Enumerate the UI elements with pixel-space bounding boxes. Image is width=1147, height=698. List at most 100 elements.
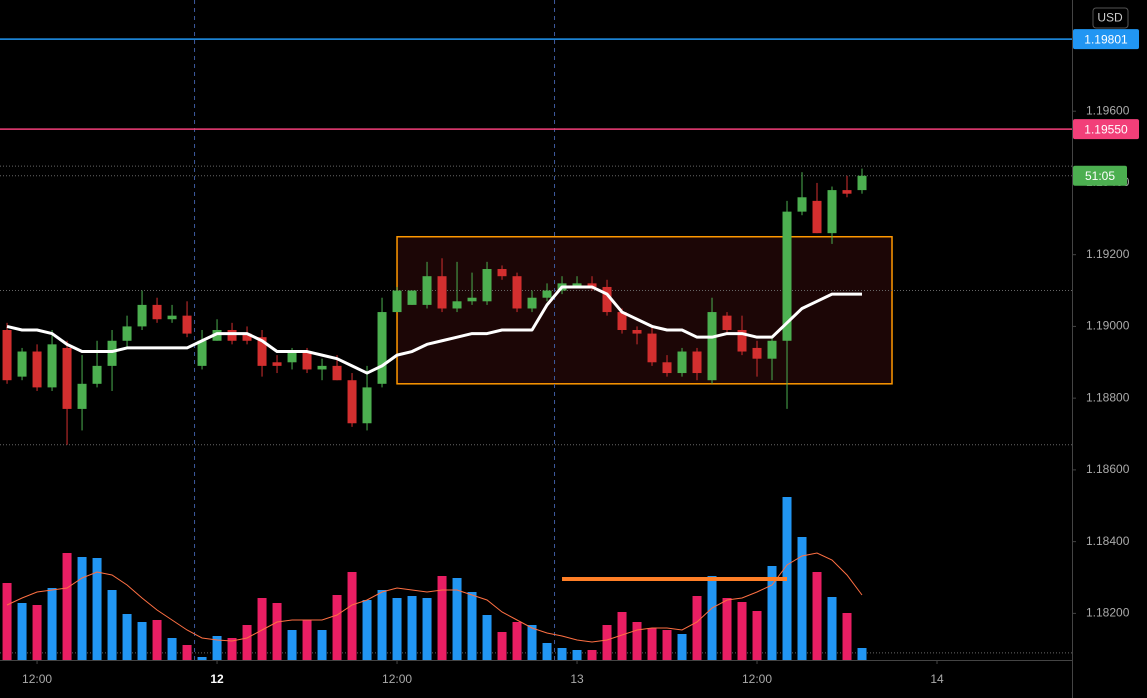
volume-bar <box>17 603 27 660</box>
volume-bar <box>737 602 747 660</box>
candle-body <box>302 351 312 370</box>
candle-body <box>47 344 57 388</box>
candle-body <box>587 283 597 287</box>
volume-bar <box>422 598 432 660</box>
candle-body <box>767 340 777 359</box>
volume-bar <box>167 638 177 660</box>
candle-body <box>392 290 402 313</box>
candle-body <box>32 351 42 388</box>
candle-body <box>137 304 147 327</box>
candle-body <box>617 312 627 330</box>
candle-body <box>722 315 732 330</box>
volume-bar <box>752 611 762 660</box>
y-tick-label: 1.19600 <box>1086 103 1130 117</box>
volume-bar <box>197 657 207 660</box>
volume-bar <box>542 643 552 660</box>
candle-body <box>647 333 657 363</box>
candle-body <box>62 347 72 409</box>
volume-bar <box>617 612 627 660</box>
candle-body <box>152 304 162 320</box>
volume-bar <box>227 638 237 660</box>
y-tick-label: 1.18400 <box>1086 534 1130 548</box>
currency-box[interactable] <box>1092 7 1129 29</box>
candle-body <box>737 330 747 352</box>
volume-bar <box>62 553 72 660</box>
price-line-label: 1.19801 <box>1084 32 1128 46</box>
candle-body <box>662 362 672 374</box>
candle-body <box>362 387 372 424</box>
y-tick-label: 1.19000 <box>1086 319 1130 333</box>
candle-body <box>212 330 222 341</box>
volume-bar <box>677 634 687 660</box>
volume-bar <box>362 600 372 660</box>
candle-body <box>287 351 297 363</box>
candle-body <box>257 337 267 366</box>
volume-bar <box>797 537 807 660</box>
volume-bar <box>77 557 87 660</box>
x-tick-label: 13 <box>570 672 584 686</box>
y-tick-label: 1.18800 <box>1086 390 1130 404</box>
candle-body <box>107 340 117 366</box>
candle-body <box>77 383 87 409</box>
x-tick-label: 12:00 <box>22 672 52 686</box>
volume-bar <box>92 558 102 660</box>
volume-bar <box>242 625 252 660</box>
volume-bar <box>482 615 492 660</box>
candle-body <box>197 340 207 366</box>
volume-bar <box>857 648 867 660</box>
volume-bar <box>437 576 447 660</box>
candle-body <box>857 175 867 191</box>
volume-ma-line <box>6 552 863 643</box>
ema-line <box>6 285 863 375</box>
x-tick-label: 12:00 <box>742 672 772 686</box>
volume-bar <box>467 592 477 660</box>
volume-bar <box>47 588 57 660</box>
volume-bar <box>347 572 357 660</box>
volume-bar <box>602 625 612 660</box>
price-line-tag <box>1073 29 1139 50</box>
candle-body <box>407 290 417 305</box>
candle-body <box>512 276 522 309</box>
volume-bar <box>707 576 717 660</box>
candle-body <box>692 351 702 374</box>
candle-body <box>422 276 432 305</box>
volume-bar <box>662 630 672 660</box>
volume-bar <box>527 625 537 660</box>
volume-bar <box>152 620 162 660</box>
volume-bar <box>137 622 147 660</box>
volume-bar <box>632 622 642 660</box>
x-tick-label: 12 <box>210 672 224 686</box>
currency-label[interactable]: USD <box>1097 11 1123 25</box>
candle-body <box>677 351 687 374</box>
candle-body <box>92 365 102 384</box>
volume-bar <box>377 590 387 660</box>
candle-body <box>17 351 27 377</box>
volume-bar <box>302 620 312 660</box>
candle-body <box>452 301 462 309</box>
volume-bar <box>812 572 822 660</box>
volume-bar <box>272 603 282 660</box>
volume-bar <box>407 596 417 660</box>
volume-bar <box>827 597 837 660</box>
y-tick-label: 1.18600 <box>1086 462 1130 476</box>
candle-body <box>497 269 507 277</box>
volume-bar <box>32 605 42 660</box>
candle-body <box>2 330 12 381</box>
volume-bar <box>107 590 117 660</box>
volume-bar <box>287 630 297 660</box>
range-box <box>396 235 893 385</box>
volume-bar <box>182 645 192 660</box>
candle-body <box>317 365 327 370</box>
candle-body <box>167 315 177 320</box>
candle-body <box>467 297 477 302</box>
price-line-tag <box>1073 119 1139 140</box>
volume-bar <box>587 650 597 660</box>
candle-body <box>332 365 342 381</box>
candle-body <box>227 330 237 341</box>
candle-body <box>527 297 537 309</box>
candle-body <box>122 326 132 341</box>
volume-bar <box>497 632 507 660</box>
volume-bar <box>512 622 522 660</box>
candle-body <box>437 276 447 309</box>
